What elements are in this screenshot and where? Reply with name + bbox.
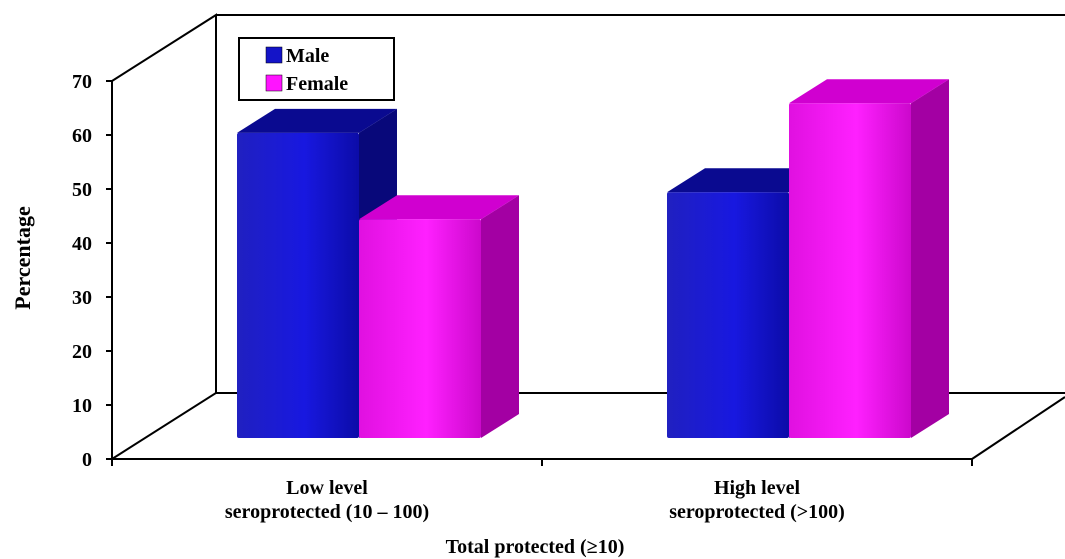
- bar-top-face: [359, 195, 519, 220]
- y-axis-label: Percentage: [10, 206, 35, 310]
- bar-top-face: [789, 79, 949, 104]
- y-tick-label: 50: [72, 179, 92, 201]
- legend: Male Female: [238, 37, 395, 101]
- bar-female: [359, 195, 519, 438]
- bar-top-face: [667, 168, 827, 193]
- bar-front-face: [359, 219, 481, 438]
- bar-front-face: [667, 192, 789, 438]
- bar-side-face: [911, 79, 949, 438]
- bar-female: [789, 79, 949, 438]
- y-tick-label: 30: [72, 287, 92, 309]
- y-tick-label: 0: [82, 449, 92, 471]
- left-wall: [111, 13, 217, 460]
- x-axis-label: Total protected (≥10): [446, 536, 625, 558]
- x-category-label: seroprotected (10 – 100): [225, 501, 429, 523]
- bars: [237, 79, 949, 439]
- legend-swatch: [265, 46, 283, 64]
- x-category-label: High level: [714, 477, 801, 499]
- bar-side-face: [481, 195, 519, 438]
- y-tick-label: 20: [72, 341, 92, 363]
- legend-box: [238, 37, 395, 101]
- legend-label: Female: [286, 73, 348, 95]
- bar-front-face: [237, 132, 359, 438]
- x-category-label: seroprotected (>100): [669, 501, 845, 523]
- legend-swatch: [265, 74, 283, 92]
- bar-top-face: [237, 108, 397, 133]
- y-tick-label: 10: [72, 395, 92, 417]
- x-category-label: Low level: [286, 477, 368, 499]
- y-tick-label: 40: [72, 233, 92, 255]
- bar-front-face: [789, 103, 911, 438]
- legend-label: Male: [286, 45, 329, 67]
- y-tick-label: 60: [72, 125, 92, 147]
- y-tick-label: 70: [72, 71, 92, 93]
- floor-right-edge: [971, 396, 1065, 460]
